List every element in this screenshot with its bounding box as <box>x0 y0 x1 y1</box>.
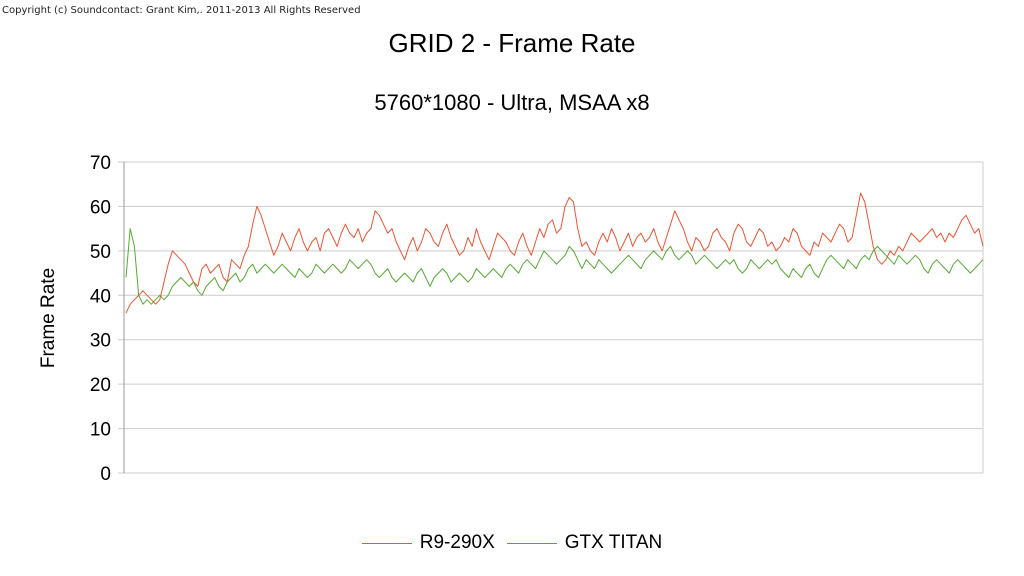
chart-subtitle: 5760*1080 - Ultra, MSAA x8 <box>374 90 650 115</box>
y-tick-label: 20 <box>90 375 111 396</box>
legend-item-r9-290x: R9-290X <box>361 532 495 554</box>
legend-label-gtx-titan: GTX TITAN <box>564 532 663 553</box>
y-tick-labels: 0 10 20 30 40 50 60 70 <box>90 153 111 485</box>
series-lines <box>125 192 984 314</box>
y-tick-label: 60 <box>90 197 111 218</box>
legend-swatch-gtx-titan <box>506 542 557 544</box>
legend-item-gtx-titan: GTX TITAN <box>506 532 663 554</box>
series-line-gtx-titan <box>125 228 984 305</box>
legend-label-r9-290x: R9-290X <box>419 532 495 553</box>
legend-swatch-r9-290x <box>361 542 412 544</box>
y-tick-label: 40 <box>90 286 111 307</box>
copyright-notice: Copyright (c) Soundcontact: Grant Kim,. … <box>2 5 361 16</box>
y-tick-label: 70 <box>90 153 111 174</box>
grid-lines <box>118 161 984 474</box>
y-tick-label: 50 <box>90 242 111 263</box>
legend: R9-290X GTX TITAN <box>0 532 1024 554</box>
y-tick-label: 10 <box>90 420 111 441</box>
y-tick-label: 0 <box>100 464 111 485</box>
y-tick-label: 30 <box>90 331 111 352</box>
series-line-r9-290x <box>125 192 984 314</box>
chart-title: GRID 2 - Frame Rate <box>388 28 636 58</box>
